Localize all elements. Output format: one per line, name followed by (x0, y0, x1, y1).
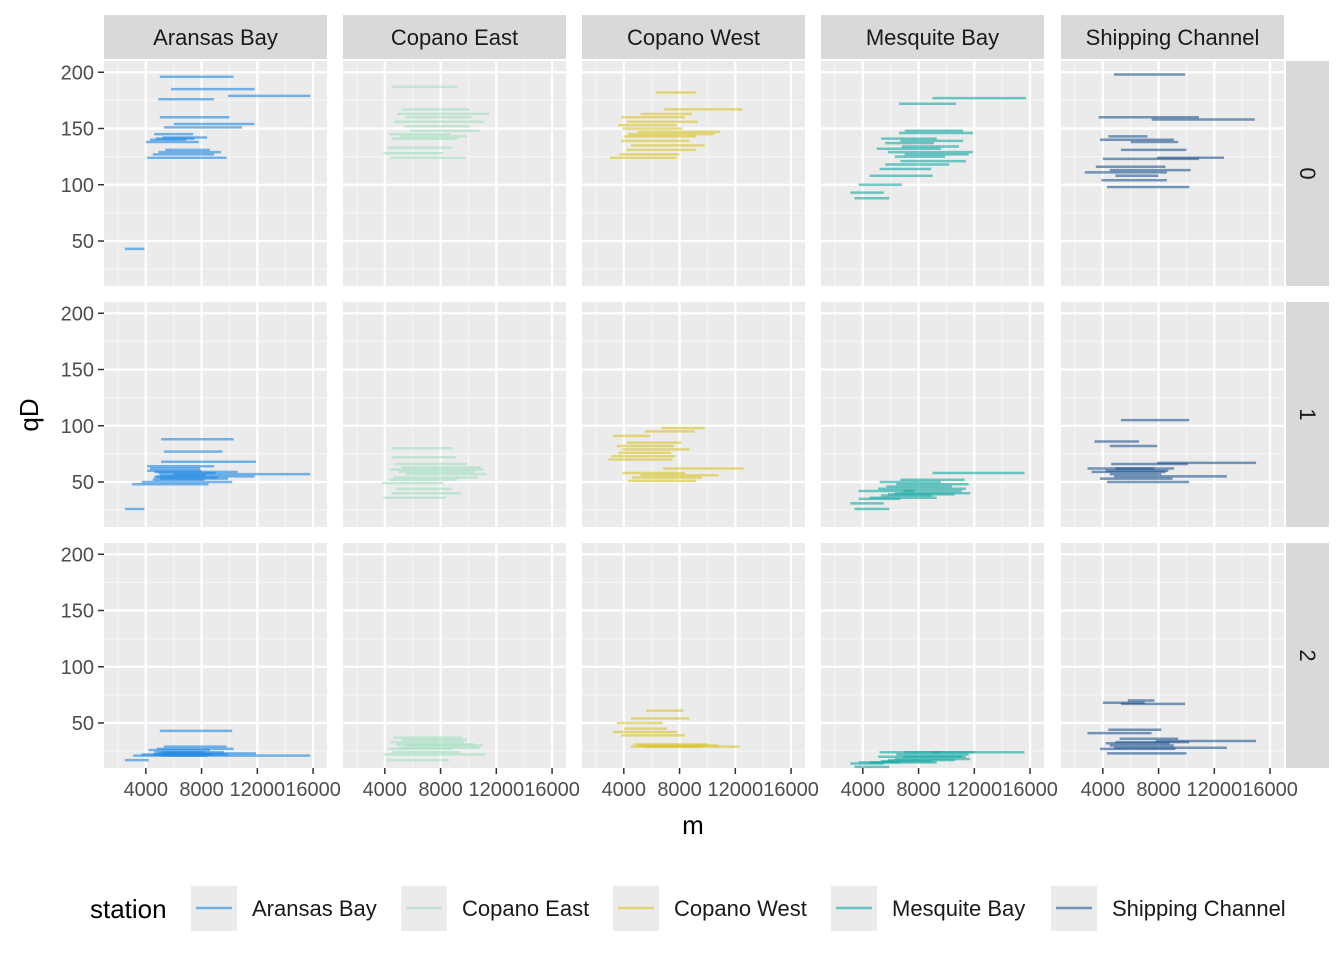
legend-title: station (90, 894, 167, 924)
x-tick-label: 8000 (896, 779, 941, 801)
facet-strip (104, 15, 327, 59)
x-tick-label: 16000 (285, 779, 341, 801)
panel-series (383, 85, 490, 159)
panel (582, 61, 805, 286)
legend-item: Copano East (401, 886, 589, 931)
y-tick-label: 150 (61, 360, 94, 382)
legend-item: Aransas Bay (191, 886, 377, 931)
facet-strip (582, 15, 805, 59)
facet-strip (343, 15, 566, 59)
y-tick-label: 50 (72, 472, 94, 494)
x-tick-label: 12000 (947, 779, 1003, 801)
x-tick-label: 16000 (1002, 779, 1058, 801)
legend-label: Copano East (462, 896, 589, 921)
x-tick-label: 16000 (763, 779, 819, 801)
facet-strip-label: Mesquite Bay (866, 25, 999, 50)
panel-series (383, 736, 486, 762)
facet-strip (1061, 15, 1284, 59)
panel (1061, 61, 1284, 286)
facet-strip (1286, 543, 1329, 768)
facet-strip-label: Copano West (627, 25, 760, 50)
panel (582, 302, 805, 527)
y-tick-label: 200 (61, 544, 94, 566)
y-tick-label: 50 (72, 231, 94, 253)
y-tick-label: 200 (61, 62, 94, 84)
x-tick-label: 8000 (179, 779, 224, 801)
panel-series (124, 438, 311, 511)
x-tick-label: 4000 (124, 779, 169, 801)
x-tick-label: 16000 (1242, 779, 1298, 801)
facet-strip (1286, 61, 1329, 286)
panel-series (382, 447, 487, 499)
panel (343, 543, 566, 768)
panel (821, 543, 1044, 768)
facet-strip-label: 2 (1295, 649, 1320, 661)
y-tick-label: 200 (61, 303, 94, 325)
y-tick-label: 100 (61, 175, 94, 197)
panel-series (609, 91, 743, 159)
legend-label: Mesquite Bay (892, 896, 1025, 921)
x-tick-label: 12000 (230, 779, 286, 801)
facet-strip-label: 1 (1295, 408, 1320, 420)
panel (1061, 302, 1284, 527)
x-tick-label: 8000 (657, 779, 702, 801)
legend-item: Mesquite Bay (831, 886, 1025, 931)
y-tick-label: 100 (61, 416, 94, 438)
panel-series (124, 729, 311, 762)
y-tick-label: 50 (72, 713, 94, 735)
panel-series (124, 75, 311, 251)
facet-strip-label: Aransas Bay (153, 25, 278, 50)
panel-series (850, 751, 1025, 769)
x-tick-label: 4000 (363, 779, 408, 801)
x-tick-label: 4000 (841, 779, 886, 801)
y-tick-label: 150 (61, 119, 94, 141)
x-tick-label: 12000 (469, 779, 525, 801)
x-tick-label: 16000 (524, 779, 580, 801)
panel-series (850, 96, 1026, 200)
facet-strip-label: Shipping Channel (1086, 25, 1260, 50)
x-tick-label: 4000 (1081, 779, 1126, 801)
y-tick-label: 150 (61, 601, 94, 623)
facet-strip (1286, 302, 1329, 527)
panel-series (612, 709, 740, 748)
panel (582, 543, 805, 768)
y-tick-label: 100 (61, 657, 94, 679)
panel (104, 302, 327, 527)
panel (343, 61, 566, 286)
legend-item: Copano West (613, 886, 807, 931)
x-tick-label: 12000 (1187, 779, 1243, 801)
facet-strip (821, 15, 1044, 59)
facet-strip-label: 0 (1295, 167, 1320, 179)
panel (343, 302, 566, 527)
x-tick-label: 8000 (1136, 779, 1181, 801)
facet-strip-label: Copano East (391, 25, 518, 50)
panel (821, 61, 1044, 286)
panel-series (1084, 73, 1255, 189)
panel-series (850, 471, 1025, 511)
y-axis-title: qD (14, 398, 44, 431)
x-axis-title: m (682, 810, 704, 840)
panel (104, 543, 327, 768)
legend-item: Shipping Channel (1051, 886, 1286, 931)
x-tick-label: 12000 (708, 779, 764, 801)
legend: station Aransas Bay Copano East Copano Wes… (90, 886, 1286, 931)
panel-series (608, 426, 744, 483)
x-tick-label: 8000 (418, 779, 463, 801)
legend-label: Copano West (674, 896, 807, 921)
panel (1061, 543, 1284, 768)
panel-series (1087, 418, 1257, 484)
panel-series (1087, 699, 1257, 755)
legend-label: Aransas Bay (252, 896, 377, 921)
x-tick-label: 4000 (602, 779, 647, 801)
legend-label: Shipping Channel (1112, 896, 1286, 921)
